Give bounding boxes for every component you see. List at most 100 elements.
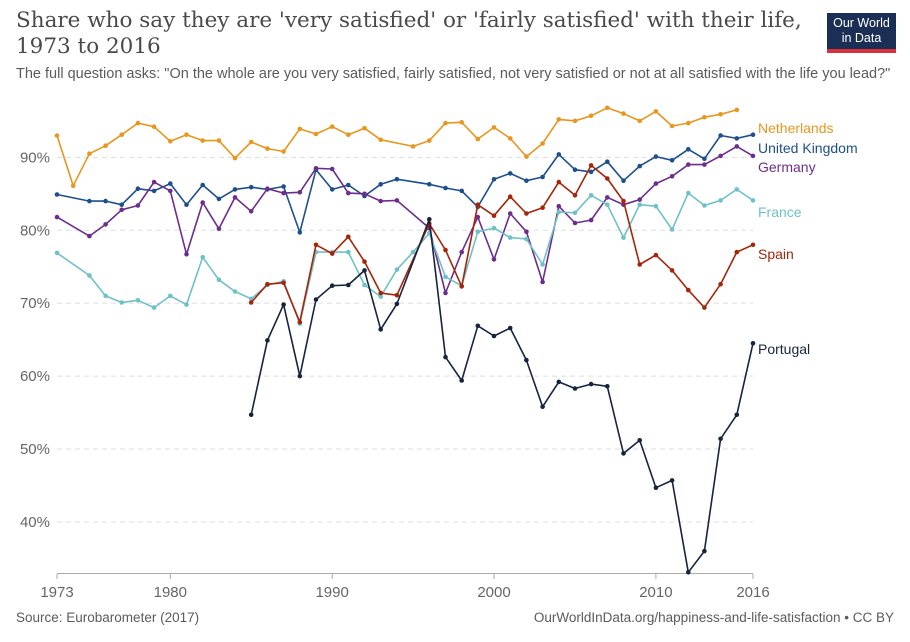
series-label-portugal[interactable]: Portugal (758, 341, 810, 357)
data-point-portugal[interactable] (718, 436, 723, 442)
data-point-united-kingdom[interactable] (524, 178, 529, 183)
data-point-germany[interactable] (248, 209, 254, 214)
data-point-germany[interactable] (459, 249, 465, 255)
data-point-netherlands[interactable] (346, 132, 351, 137)
data-point-netherlands[interactable] (168, 139, 173, 144)
data-point-germany[interactable] (216, 226, 222, 232)
data-point-france[interactable] (378, 294, 384, 299)
data-point-spain[interactable] (443, 247, 448, 253)
data-point-netherlands[interactable] (572, 118, 578, 124)
data-point-germany[interactable] (475, 214, 481, 220)
data-point-united-kingdom[interactable] (443, 185, 448, 191)
data-point-france[interactable] (248, 296, 254, 302)
data-point-portugal[interactable] (248, 412, 254, 418)
data-point-germany[interactable] (297, 190, 303, 195)
data-point-united-kingdom[interactable] (378, 182, 384, 187)
series-line-portugal[interactable] (250, 218, 754, 574)
data-point-germany[interactable] (491, 257, 497, 262)
data-point-netherlands[interactable] (135, 120, 141, 126)
data-point-netherlands[interactable] (588, 113, 594, 119)
data-point-spain[interactable] (669, 268, 675, 273)
data-point-spain[interactable] (524, 211, 529, 216)
data-point-germany[interactable] (443, 290, 448, 296)
data-point-spain[interactable] (491, 213, 497, 218)
data-point-netherlands[interactable] (734, 107, 740, 113)
data-point-germany[interactable] (313, 166, 319, 171)
series-netherlands[interactable] (54, 105, 740, 189)
data-point-portugal[interactable] (443, 354, 448, 360)
series-line-netherlands[interactable] (56, 107, 738, 187)
series-line-spain[interactable] (250, 164, 754, 323)
data-point-netherlands[interactable] (200, 138, 205, 143)
data-point-spain[interactable] (605, 176, 610, 181)
data-point-netherlands[interactable] (265, 146, 270, 151)
data-point-netherlands[interactable] (87, 151, 92, 156)
data-point-germany[interactable] (572, 220, 578, 226)
data-point-portugal[interactable] (475, 323, 481, 329)
data-point-france[interactable] (734, 187, 740, 192)
data-point-france[interactable] (443, 274, 448, 280)
data-point-france[interactable] (524, 236, 529, 242)
series-line-france[interactable] (56, 188, 754, 325)
data-point-netherlands[interactable] (427, 138, 432, 143)
data-point-spain[interactable] (313, 242, 319, 248)
data-point-united-kingdom[interactable] (734, 136, 740, 141)
series-line-united-kingdom[interactable] (56, 133, 754, 234)
data-point-united-kingdom[interactable] (281, 184, 286, 189)
data-point-united-kingdom[interactable] (605, 159, 610, 164)
data-point-portugal[interactable] (653, 485, 659, 491)
data-point-france[interactable] (588, 193, 594, 198)
data-point-portugal[interactable] (378, 327, 384, 332)
owid-logo[interactable]: Our World in Data (827, 13, 896, 53)
data-point-netherlands[interactable] (70, 183, 76, 189)
data-point-france[interactable] (572, 210, 578, 216)
data-point-france[interactable] (184, 302, 189, 307)
data-point-spain[interactable] (588, 163, 594, 168)
credit-link[interactable]: OurWorldInData.org/happiness-and-life-sa… (533, 610, 894, 625)
data-point-spain[interactable] (556, 179, 562, 185)
data-point-netherlands[interactable] (491, 125, 497, 130)
data-point-united-kingdom[interactable] (621, 178, 626, 183)
data-point-united-kingdom[interactable] (702, 156, 707, 162)
data-point-germany[interactable] (168, 188, 173, 194)
data-point-netherlands[interactable] (232, 155, 238, 161)
data-point-spain[interactable] (281, 280, 286, 286)
data-point-netherlands[interactable] (702, 114, 707, 120)
data-point-spain[interactable] (572, 193, 578, 198)
data-point-portugal[interactable] (507, 325, 513, 331)
data-point-spain[interactable] (329, 251, 335, 256)
data-point-germany[interactable] (507, 211, 513, 216)
data-point-united-kingdom[interactable] (394, 176, 400, 182)
data-point-germany[interactable] (605, 195, 610, 200)
data-point-spain[interactable] (378, 290, 384, 296)
data-point-france[interactable] (394, 267, 400, 272)
data-point-spain[interactable] (734, 249, 740, 255)
data-point-netherlands[interactable] (103, 143, 108, 148)
data-point-netherlands[interactable] (313, 131, 319, 137)
series-label-spain[interactable]: Spain (758, 246, 794, 262)
data-point-france[interactable] (653, 203, 659, 209)
data-point-netherlands[interactable] (151, 124, 157, 129)
data-point-portugal[interactable] (572, 386, 578, 391)
data-point-france[interactable] (410, 249, 416, 255)
data-point-united-kingdom[interactable] (184, 202, 189, 207)
data-point-united-kingdom[interactable] (588, 169, 594, 175)
data-point-portugal[interactable] (427, 217, 432, 222)
data-point-netherlands[interactable] (281, 149, 286, 154)
data-point-portugal[interactable] (734, 412, 740, 418)
data-point-germany[interactable] (556, 203, 562, 209)
data-point-germany[interactable] (281, 190, 286, 196)
data-point-france[interactable] (200, 254, 205, 260)
data-point-netherlands[interactable] (329, 124, 335, 129)
data-point-netherlands[interactable] (718, 112, 723, 117)
data-point-portugal[interactable] (605, 384, 610, 389)
data-point-germany[interactable] (119, 207, 124, 213)
data-point-spain[interactable] (475, 202, 481, 207)
data-point-netherlands[interactable] (605, 105, 610, 111)
data-point-germany[interactable] (702, 162, 707, 167)
data-point-germany[interactable] (394, 198, 400, 203)
data-point-france[interactable] (491, 225, 497, 231)
data-point-netherlands[interactable] (653, 109, 659, 114)
data-point-netherlands[interactable] (443, 120, 448, 126)
data-point-spain[interactable] (394, 292, 400, 298)
